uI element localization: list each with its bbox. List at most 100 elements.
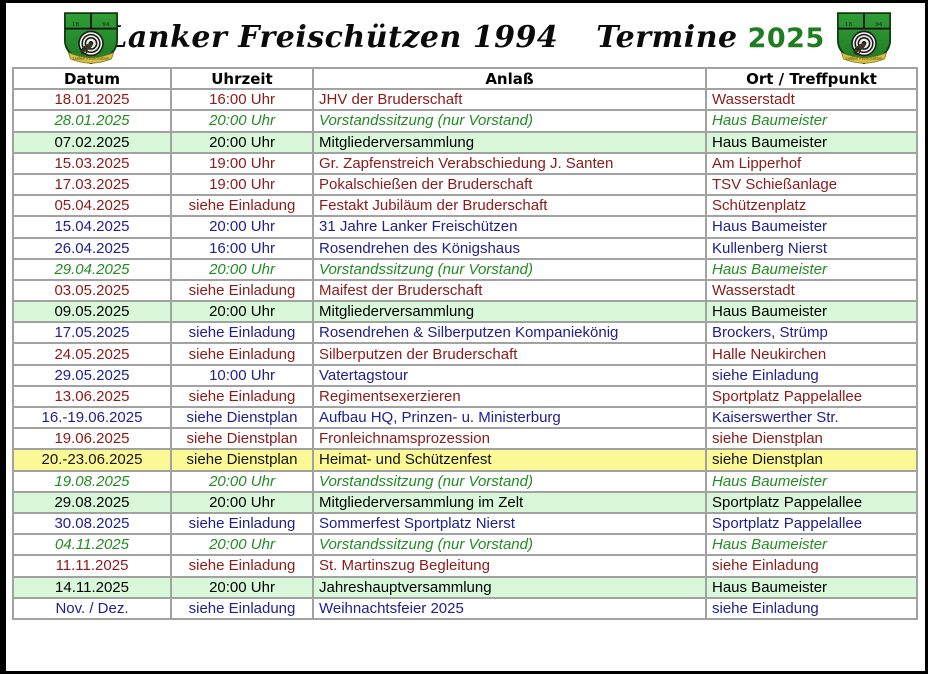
table-row: 15.03.2025 19:00 Uhr Gr. Zapfenstreich Ver… <box>12 151 918 175</box>
cell-datum: 15.03.2025 <box>12 151 172 175</box>
cell-ort: TSV Schießanlage <box>705 172 918 197</box>
cell-anlass: Rosendrehen & Silberputzen Kompaniekönig <box>312 321 707 345</box>
cell-uhrzeit: 19:00 Uhr <box>170 151 314 175</box>
cell-anlass: Regimentsexerzieren <box>312 384 707 409</box>
cell-uhrzeit: siehe Dienstplan <box>170 405 314 430</box>
cell-datum: 03.05.2025 <box>12 278 172 303</box>
cell-uhrzeit: siehe Einladung <box>170 342 314 366</box>
cell-datum: 19.06.2025 <box>12 427 172 451</box>
cell-anlass: Mitgliederversammlung <box>312 300 707 324</box>
cell-ort: siehe Dienstplan <box>705 427 918 451</box>
cell-datum: 24.05.2025 <box>12 342 172 366</box>
cell-uhrzeit: siehe Einladung <box>170 384 314 409</box>
cell-ort: Wasserstadt <box>705 88 918 112</box>
cell-uhrzeit: siehe Einladung <box>170 554 314 578</box>
table-header-row: Datum Uhrzeit Anlaß Ort / Treffpunkt <box>12 66 918 91</box>
cell-uhrzeit: 20:00 Uhr <box>170 257 314 281</box>
cell-datum: 29.05.2025 <box>12 363 172 387</box>
cell-anlass: Festakt Jubiläum der Bruderschaft <box>312 194 707 218</box>
cell-uhrzeit: siehe Einladung <box>170 278 314 303</box>
table-row: 28.01.2025 20:00 Uhr Vorstandssitzung (nur… <box>12 109 918 133</box>
table-row: 20.-23.06.2025 siehe Dienstplan Heimat- un… <box>12 448 918 472</box>
club-crest-icon <box>64 12 118 65</box>
table-row: 26.04.2025 16:00 Uhr Rosendrehen des König… <box>12 236 918 260</box>
cell-ort: Wasserstadt <box>705 278 918 303</box>
column-header-ort: Ort / Treffpunkt <box>705 66 918 91</box>
table-row: 18.01.2025 16:00 Uhr JHV der Bruderschaft W… <box>12 88 918 112</box>
page-title: Lanker Freischützen 1994 Termine 2025 <box>6 16 925 55</box>
title-club-name: Lanker Freischützen 1994 <box>106 19 559 55</box>
table-row: 15.04.2025 20:00 Uhr 31 Jahre Lanker Freis… <box>12 215 918 239</box>
cell-datum: 20.-23.06.2025 <box>12 448 172 472</box>
table-row: 16.-19.06.2025 siehe Dienstplan Aufbau HQ,… <box>12 405 918 430</box>
cell-datum: 13.06.2025 <box>12 384 172 409</box>
cell-uhrzeit: siehe Dienstplan <box>170 448 314 472</box>
cell-uhrzeit: siehe Einladung <box>170 596 314 620</box>
cell-datum: 05.04.2025 <box>12 194 172 218</box>
cell-datum: 15.04.2025 <box>12 215 172 239</box>
cell-uhrzeit: siehe Einladung <box>170 194 314 218</box>
cell-datum: 26.04.2025 <box>12 236 172 260</box>
cell-datum: Nov. / Dez. <box>12 596 172 620</box>
cell-anlass: Sommerfest Sportplatz Nierst <box>312 511 707 536</box>
cell-uhrzeit: 20:00 Uhr <box>170 469 314 493</box>
cell-ort: siehe Einladung <box>705 363 918 387</box>
cell-datum: 14.11.2025 <box>12 575 172 599</box>
table-row: 04.11.2025 20:00 Uhr Vorstandssitzung (nur… <box>12 533 918 557</box>
cell-anlass: Vatertagstour <box>312 363 707 387</box>
cell-datum: 18.01.2025 <box>12 88 172 112</box>
cell-datum: 09.05.2025 <box>12 300 172 324</box>
cell-ort: Kullenberg Nierst <box>705 236 918 260</box>
cell-anlass: Maifest der Bruderschaft <box>312 278 707 303</box>
table-row: 13.06.2025 siehe Einladung Regimentsexerzi… <box>12 384 918 409</box>
cell-anlass: Mitgliederversammlung <box>312 130 707 154</box>
cell-anlass: JHV der Bruderschaft <box>312 88 707 112</box>
table-row: 17.05.2025 siehe Einladung Rosendrehen & S… <box>12 321 918 345</box>
club-crest-icon <box>837 12 891 65</box>
cell-uhrzeit: 20:00 Uhr <box>170 575 314 599</box>
cell-anlass: Fronleichnamsprozession <box>312 427 707 451</box>
cell-anlass: Weihnachtsfeier 2025 <box>312 596 707 620</box>
cell-ort: siehe Dienstplan <box>705 448 918 472</box>
table-row: 29.05.2025 10:00 Uhr Vatertagstour siehe Ei… <box>12 363 918 387</box>
title-termine-label: Termine <box>596 19 738 55</box>
cell-anlass: Vorstandssitzung (nur Vorstand) <box>312 109 707 133</box>
cell-uhrzeit: 16:00 Uhr <box>170 236 314 260</box>
title-year: 2025 <box>747 22 825 54</box>
cell-anlass: Vorstandssitzung (nur Vorstand) <box>312 469 707 493</box>
cell-uhrzeit: 20:00 Uhr <box>170 490 314 514</box>
table-row: 11.11.2025 siehe Einladung St. Martinszug … <box>12 554 918 578</box>
table-row: 09.05.2025 20:00 Uhr Mitgliederversammlung… <box>12 300 918 324</box>
cell-anlass: Vorstandssitzung (nur Vorstand) <box>312 533 707 557</box>
cell-datum: 29.08.2025 <box>12 490 172 514</box>
cell-datum: 07.02.2025 <box>12 130 172 154</box>
cell-uhrzeit: siehe Einladung <box>170 321 314 345</box>
cell-anlass: Gr. Zapfenstreich Verabschiedung J. Sant… <box>312 151 707 175</box>
cell-uhrzeit: 20:00 Uhr <box>170 533 314 557</box>
cell-datum: 04.11.2025 <box>12 533 172 557</box>
cell-ort: Kaiserswerther Str. <box>705 405 918 430</box>
cell-uhrzeit: 20:00 Uhr <box>170 130 314 154</box>
cell-anlass: Jahreshauptversammlung <box>312 575 707 599</box>
column-header-uhrzeit: Uhrzeit <box>170 66 314 91</box>
cell-anlass: Heimat- und Schützenfest <box>312 448 707 472</box>
cell-ort: Haus Baumeister <box>705 575 918 599</box>
table-row: 14.11.2025 20:00 Uhr Jahreshauptversammlun… <box>12 575 918 599</box>
cell-uhrzeit: 10:00 Uhr <box>170 363 314 387</box>
table-row: Nov. / Dez. siehe Einladung Weihnachtsfeie… <box>12 596 918 620</box>
cell-anlass: Aufbau HQ, Prinzen- u. Ministerburg <box>312 405 707 430</box>
cell-uhrzeit: 20:00 Uhr <box>170 300 314 324</box>
termine-table: Datum Uhrzeit Anlaß Ort / Treffpunkt 18.… <box>12 66 918 620</box>
cell-anlass: Rosendrehen des Königshaus <box>312 236 707 260</box>
column-header-anlass: Anlaß <box>312 66 707 91</box>
cell-ort: Sportplatz Pappelallee <box>705 490 918 514</box>
cell-ort: Haus Baumeister <box>705 215 918 239</box>
cell-datum: 17.03.2025 <box>12 172 172 197</box>
cell-ort: Sportplatz Pappelallee <box>705 384 918 409</box>
table-row: 03.05.2025 siehe Einladung Maifest der Bru… <box>12 278 918 303</box>
cell-ort: Haus Baumeister <box>705 109 918 133</box>
page-header: Lanker Freischützen 1994 Termine 2025 <box>6 3 925 67</box>
table-row: 07.02.2025 20:00 Uhr Mitgliederversammlung… <box>12 130 918 154</box>
cell-ort: Schützenplatz <box>705 194 918 218</box>
